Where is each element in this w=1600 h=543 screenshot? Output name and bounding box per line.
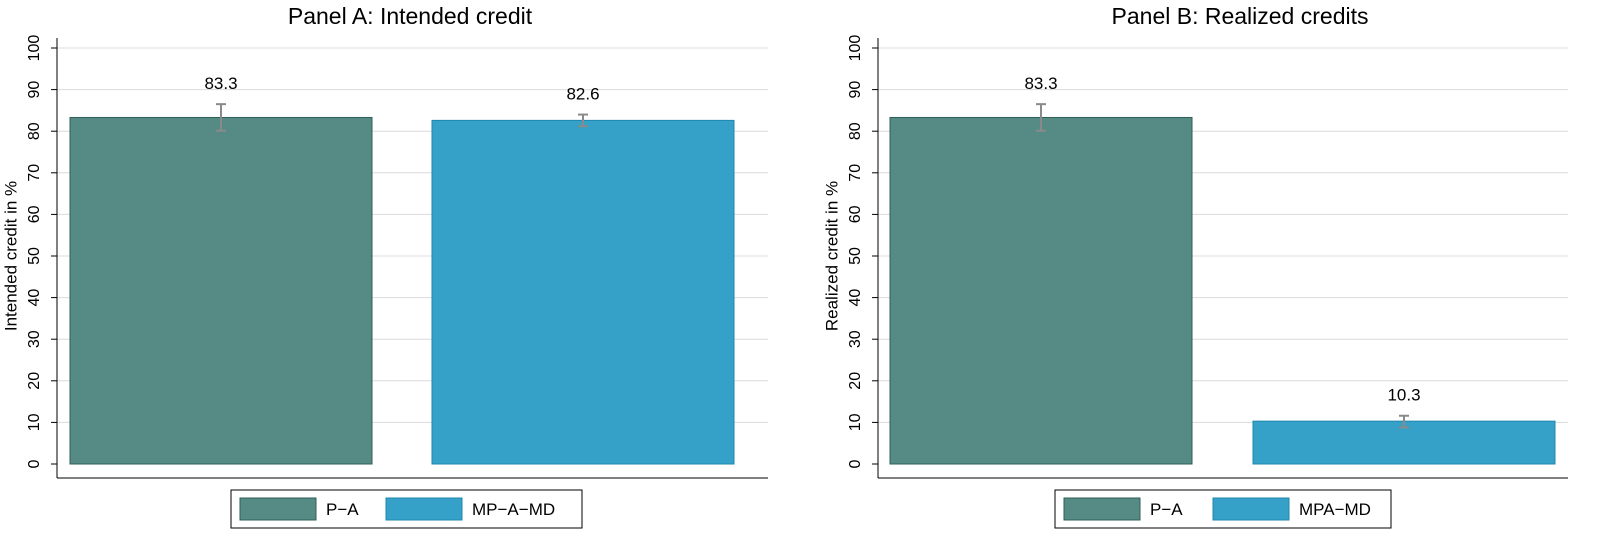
y-tick-label: 20 bbox=[26, 372, 43, 390]
y-tick-label: 90 bbox=[847, 81, 864, 99]
legend-label: MP−A−MD bbox=[472, 500, 555, 519]
y-tick-label: 0 bbox=[26, 459, 43, 468]
y-tick-label: 50 bbox=[26, 247, 43, 265]
y-tick-label: 50 bbox=[847, 247, 864, 265]
y-tick-label: 70 bbox=[26, 164, 43, 182]
y-tick-label: 60 bbox=[847, 205, 864, 223]
legend-label: MPA−MD bbox=[1299, 500, 1371, 519]
data-label: 83.3 bbox=[204, 74, 237, 93]
data-label: 10.3 bbox=[1387, 386, 1420, 405]
bar bbox=[69, 116, 373, 465]
legend-label: P−A bbox=[1150, 500, 1183, 519]
legend: P−A MPA−MD bbox=[1054, 489, 1392, 529]
panel-b: Panel B: Realized credits 0 10 20 30 40 50 60 70… bbox=[822, 3, 1568, 529]
y-tick-label: 90 bbox=[26, 81, 43, 99]
y-tick-label: 80 bbox=[26, 122, 43, 140]
legend-swatch bbox=[239, 497, 317, 521]
legend-swatch bbox=[385, 497, 463, 521]
y-tick-label: 80 bbox=[847, 122, 864, 140]
y-tick-label: 100 bbox=[26, 35, 43, 62]
y-tick-label: 0 bbox=[847, 459, 864, 468]
data-label: 82.6 bbox=[566, 85, 599, 104]
chart-title: Panel A: Intended credit bbox=[288, 3, 533, 29]
y-tick-label: 30 bbox=[847, 330, 864, 348]
legend: P−A MP−A−MD bbox=[230, 489, 583, 529]
bar bbox=[431, 119, 735, 465]
y-tick-label: 70 bbox=[847, 164, 864, 182]
y-tick-label: 40 bbox=[26, 289, 43, 307]
y-axis-label: Realized credit in % bbox=[822, 181, 841, 331]
y-tick-label: 10 bbox=[26, 413, 43, 431]
y-tick-label: 10 bbox=[847, 413, 864, 431]
panel-a: Panel A: Intended credit 0 10 20 30 40 50 60 70 8… bbox=[1, 3, 768, 529]
y-tick-label: 30 bbox=[26, 330, 43, 348]
bar bbox=[889, 116, 1193, 465]
data-label: 83.3 bbox=[1024, 74, 1057, 93]
legend-swatch bbox=[1063, 497, 1141, 521]
y-tick-label: 40 bbox=[847, 289, 864, 307]
legend-swatch bbox=[1212, 497, 1290, 521]
y-tick-label: 100 bbox=[847, 35, 864, 62]
y-tick-label: 60 bbox=[26, 205, 43, 223]
y-axis-label: Intended credit in % bbox=[1, 181, 20, 331]
legend-label: P−A bbox=[326, 500, 359, 519]
y-tick-label: 20 bbox=[847, 372, 864, 390]
chart-title: Panel B: Realized credits bbox=[1112, 3, 1369, 29]
